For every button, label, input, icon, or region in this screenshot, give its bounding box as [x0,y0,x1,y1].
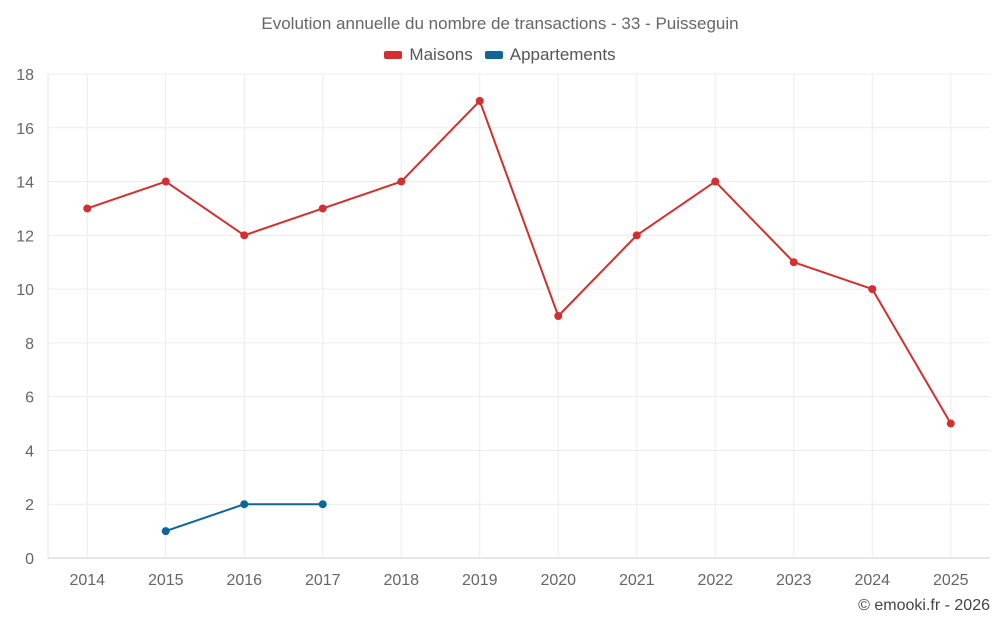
x-tick-label: 2014 [69,572,105,589]
y-tick-label: 12 [16,228,34,245]
data-point-maisons [946,419,955,428]
x-tick-label: 2017 [305,572,341,589]
data-point-appartements [318,500,327,509]
x-tick-label: 2015 [148,572,184,589]
data-point-maisons [632,231,641,240]
x-tick-label: 2018 [383,572,419,589]
legend-swatch-maisons [384,51,403,59]
x-tick-label: 2024 [854,572,890,589]
data-point-maisons [240,231,249,240]
data-point-maisons [83,204,92,213]
data-point-maisons [161,177,170,186]
chart-title: Evolution annuelle du nombre de transact… [261,14,739,33]
y-tick-label: 6 [25,390,34,407]
data-point-maisons [397,177,406,186]
x-tick-label: 2025 [933,572,969,589]
legend-label-appartements: Appartements [509,45,616,64]
y-tick-label: 18 [16,67,34,84]
x-tick-label: 2016 [226,572,262,589]
x-tick-label: 2019 [462,572,498,589]
copyright-credit: © emooki.fr - 2026 [858,597,990,614]
x-tick-label: 2020 [540,572,576,589]
legend-item-maisons[interactable]: Maisons [384,45,473,65]
legend-item-appartements[interactable]: Appartements [484,45,616,65]
y-tick-label: 14 [16,175,34,192]
y-tick-label: 10 [16,282,34,299]
y-tick-label: 16 [16,121,34,138]
y-tick-label: 2 [25,497,34,514]
legend-swatch-appartements [484,51,503,59]
y-tick-label: 4 [25,443,34,460]
x-tick-label: 2022 [697,572,733,589]
data-point-maisons [711,177,720,186]
x-tick-label: 2021 [619,572,655,589]
data-point-maisons [318,204,327,213]
data-point-maisons [475,96,484,105]
y-tick-label: 8 [25,336,34,353]
series-line-maisons [86,99,952,425]
data-point-appartements [161,527,170,536]
data-point-maisons [789,258,798,267]
data-point-maisons [868,285,877,294]
y-tick-label: 0 [25,551,34,568]
x-tick-label: 2023 [776,572,812,589]
data-point-maisons [554,312,563,320]
legend: Maisons Appartements [0,45,1000,65]
legend-label-maisons: Maisons [409,45,473,64]
data-point-appartements [240,500,249,509]
